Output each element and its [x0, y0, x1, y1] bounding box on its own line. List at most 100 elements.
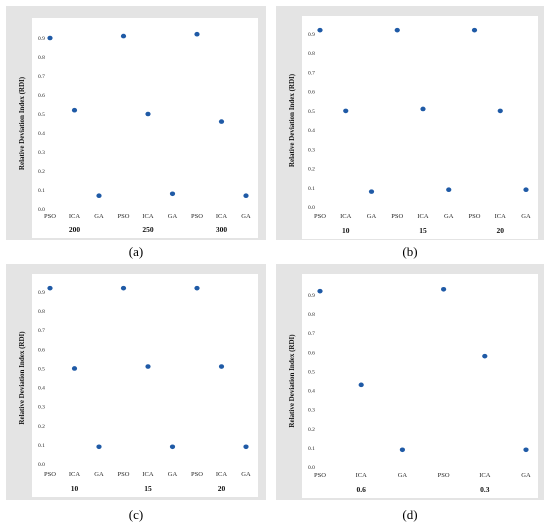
data-point	[482, 353, 488, 359]
x-tick-label: PSO	[314, 472, 326, 479]
caption-a: (a)	[128, 244, 144, 259]
x-tick-label: GA	[168, 471, 178, 478]
x-tick-label: ICA	[142, 471, 154, 478]
chart-panel-b: 0.0 0.1 0.2 0.3 0.4 0.5 0.6 0.7 0.8 0.9 Relative D…	[276, 6, 544, 240]
y-tick-label: 0.9	[38, 290, 45, 296]
chart-c: 0.0 0.1 0.2 0.3 0.4 0.5 0.6 0.7 0.8 0.9 Relative D…	[18, 274, 258, 497]
caption-b: (b)	[402, 244, 418, 259]
y-tick-label: 0.9	[308, 32, 315, 38]
data-point	[368, 189, 375, 194]
x-tick-label: GA	[241, 471, 251, 478]
y-tick-label: 0.6	[38, 347, 45, 353]
y-tick-label: 0.1	[38, 188, 45, 194]
y-tick-label: 0.3	[308, 147, 315, 153]
data-point	[394, 27, 400, 33]
data-point	[243, 193, 249, 198]
group-label: 250	[142, 225, 154, 234]
y-tick-label: 0.5	[308, 369, 315, 375]
x-tick-label: PSO	[44, 471, 56, 478]
data-point	[120, 285, 127, 291]
y-axis-label: Relative Deviation Index (RDI)	[288, 334, 296, 428]
y-tick-label: 0.4	[38, 386, 45, 392]
y-tick-label: 0.8	[308, 51, 315, 57]
x-tick-label: ICA	[216, 471, 228, 478]
y-tick-label: 0.6	[308, 350, 315, 356]
y-tick-label: 0.2	[38, 424, 45, 430]
y-tick-label: 0.5	[38, 366, 45, 372]
x-tick-label: PSO	[118, 471, 130, 478]
data-point	[420, 106, 426, 112]
y-tick-label: 0.0	[308, 205, 315, 211]
y-tick-label: 0.7	[308, 70, 315, 76]
group-label: 10	[71, 484, 79, 493]
x-tick-label: ICA	[142, 213, 154, 220]
plot-area	[302, 274, 538, 498]
group-label: 15	[144, 484, 152, 493]
group-label: 20	[497, 226, 505, 235]
x-tick-label: PSO	[391, 213, 403, 220]
y-tick-label: 0.2	[308, 167, 315, 173]
y-tick-label: 0.2	[38, 169, 45, 175]
y-axis-label: Relative Deviation Index (RDI)	[18, 331, 26, 425]
x-tick-label: ICA	[495, 213, 507, 220]
group-label: 200	[69, 225, 81, 234]
data-point	[120, 33, 127, 39]
x-tick-label: GA	[94, 471, 104, 478]
y-tick-label: 0.1	[38, 443, 45, 449]
caption-c: (c)	[128, 507, 144, 522]
data-point	[194, 31, 200, 37]
data-point	[358, 382, 364, 388]
y-tick-label: 0.0	[308, 465, 315, 471]
group-label: 15	[419, 226, 427, 235]
x-tick-label: PSO	[44, 213, 56, 220]
chart-panel-d: 0.0 0.1 0.2 0.3 0.4 0.5 0.6 0.7 0.8 0.9 Relative D…	[276, 264, 544, 500]
y-axis-label: Relative Deviation Index (RDI)	[288, 73, 296, 167]
x-tick-label: GA	[521, 472, 531, 479]
y-axis-label: Relative Deviation Index (RDI)	[18, 76, 26, 170]
y-tick-label: 0.0	[38, 207, 45, 213]
y-tick-label: 0.1	[308, 186, 315, 192]
plot-area	[32, 18, 258, 238]
data-point	[96, 193, 102, 198]
x-tick-label: PSO	[191, 213, 203, 220]
y-tick-label: 0.3	[308, 408, 315, 414]
data-point	[343, 108, 349, 114]
data-point	[523, 187, 529, 192]
data-point	[399, 447, 405, 453]
x-tick-label: GA	[398, 472, 408, 479]
chart-d: 0.0 0.1 0.2 0.3 0.4 0.5 0.6 0.7 0.8 0.9 Relative D…	[288, 274, 538, 498]
x-tick-label: GA	[367, 213, 377, 220]
data-point	[71, 107, 78, 113]
group-label: 10	[342, 226, 350, 235]
x-tick-label: PSO	[314, 213, 326, 220]
y-tick-label: 0.1	[308, 446, 315, 452]
y-tick-label: 0.9	[38, 36, 45, 42]
y-tick-label: 0.3	[38, 150, 45, 156]
data-point	[218, 364, 225, 369]
x-tick-label: GA	[241, 213, 251, 220]
y-tick-label: 0.4	[308, 389, 315, 395]
data-point	[71, 366, 78, 371]
y-tick-label: 0.4	[308, 128, 315, 134]
data-point	[523, 447, 529, 453]
data-point	[317, 288, 323, 294]
y-tick-label: 0.6	[38, 93, 45, 99]
y-tick-label: 0.7	[38, 74, 45, 80]
x-tick-label: GA	[521, 213, 531, 220]
data-point	[169, 191, 176, 197]
x-tick-label: GA	[444, 213, 454, 220]
y-tick-label: 0.4	[38, 131, 45, 137]
x-tick-label: ICA	[69, 213, 81, 220]
x-tick-label: ICA	[216, 213, 228, 220]
y-tick-label: 0.9	[308, 293, 315, 299]
data-point	[169, 444, 176, 450]
data-point	[317, 27, 323, 33]
plot-area	[302, 16, 538, 239]
chart-panel-a: 0.0 0.1 0.2 0.3 0.4 0.5 0.6 0.7 0.8 0.9 Relative D…	[6, 6, 266, 240]
data-point	[194, 285, 200, 291]
group-label: 0.3	[480, 485, 490, 494]
y-tick-label: 0.2	[308, 427, 315, 433]
x-tick-label: GA	[94, 213, 104, 220]
x-tick-label: ICA	[69, 471, 81, 478]
y-tick-label: 0.8	[38, 309, 45, 315]
